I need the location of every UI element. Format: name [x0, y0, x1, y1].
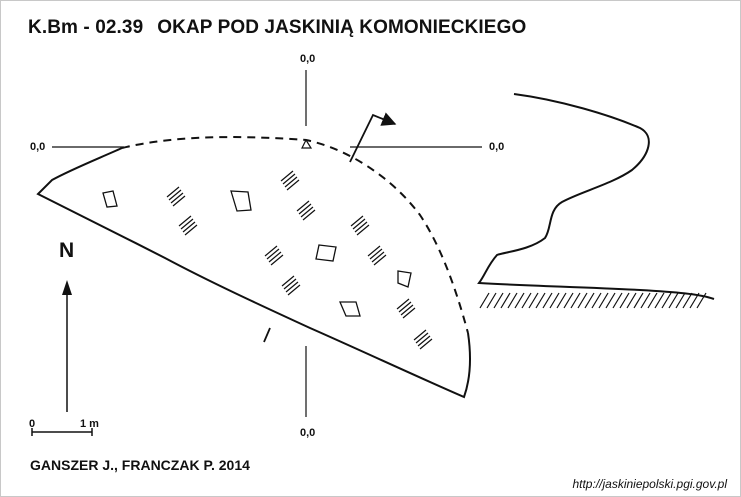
scale-length-label: 1 m	[80, 418, 99, 430]
datum-label-left: 0,0	[30, 141, 46, 153]
datum-label-right: 0,0	[489, 141, 505, 153]
scale-zero-label: 0	[29, 418, 36, 430]
authors-credit: GANSZER J., FRANCZAK P. 2014	[30, 457, 250, 473]
ground-hatching	[479, 292, 707, 309]
datum-label-bottom: 0,0	[300, 427, 316, 439]
debris-hatching	[166, 170, 433, 350]
cave-name: OKAP POD JASKINIĄ KOMONIECKIEGO	[157, 17, 527, 38]
drip-line-dashed	[121, 136, 469, 334]
datum-cross	[52, 70, 482, 417]
rock-massif-outline	[477, 93, 715, 300]
entrance-arrow	[349, 112, 397, 163]
cave-wall-outline	[36, 147, 472, 399]
plan-title: K.Bm - 02.39 OKAP POD JASKINIĄ KOMONIECKI…	[28, 17, 526, 39]
source-url: http://jaskiniepolski.pgi.gov.pl	[572, 477, 727, 491]
wall-tick-mark	[263, 327, 271, 343]
scale-bar	[31, 428, 93, 436]
rock-blocks	[102, 190, 412, 317]
datum-point-triangle	[301, 138, 313, 149]
rock-block	[102, 190, 118, 208]
rock-block	[339, 301, 361, 317]
cave-code: K.Bm - 02.39	[28, 17, 144, 38]
datum-label-top: 0,0	[300, 53, 316, 65]
north-arrow-head	[62, 280, 72, 295]
north-label: N	[59, 239, 75, 262]
rock-block	[397, 270, 412, 288]
rock-block	[315, 244, 337, 262]
rock-block	[230, 190, 252, 212]
